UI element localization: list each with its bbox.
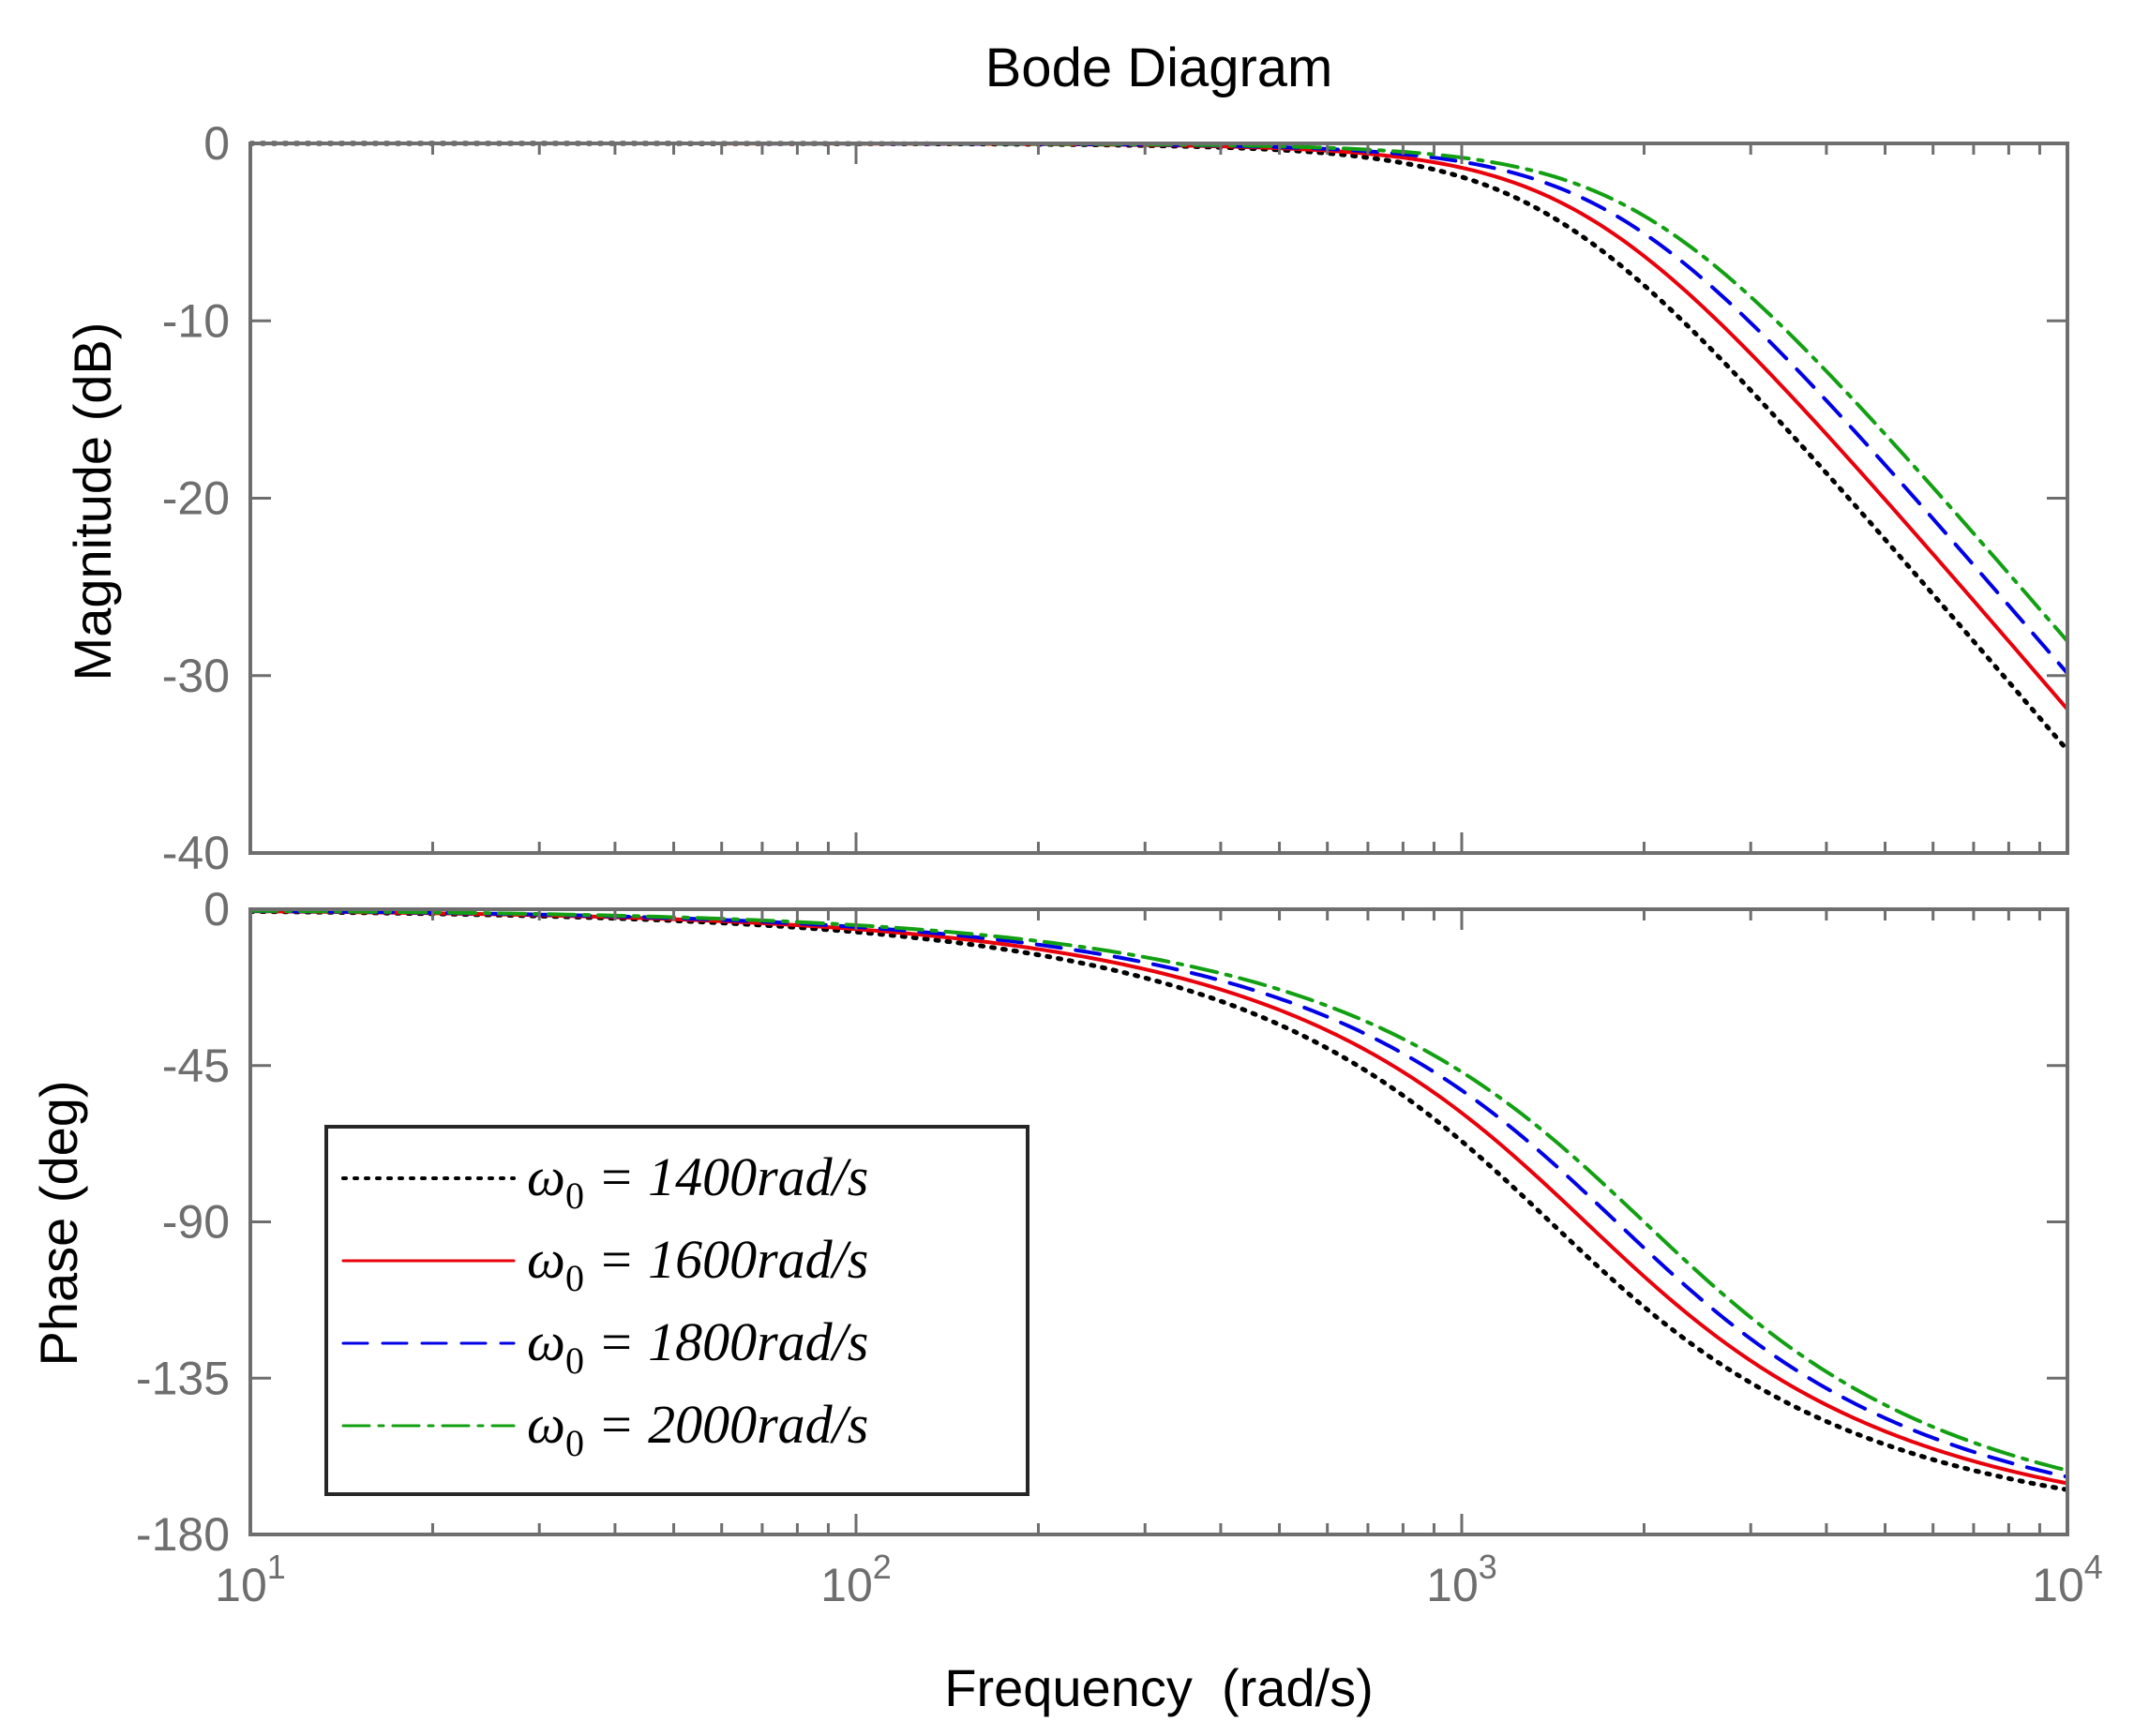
magnitude-axis-label: Magnitude (dB) xyxy=(63,322,122,681)
magnitude-plot: 0 -10 -20 -30 -40 xyxy=(162,117,2069,879)
phase-plot: 0 -45 -90 -135 -180 xyxy=(136,883,2069,1561)
x-tick-label: 103 xyxy=(1426,1548,1497,1611)
mag-curve-1400 xyxy=(250,141,2067,753)
phase-y-tick-label: -180 xyxy=(136,1508,230,1561)
mag-y-tick-label: -30 xyxy=(162,650,230,702)
x-tick-label: 104 xyxy=(2032,1548,2103,1611)
mag-axes-box xyxy=(248,142,2069,855)
legend: ω0 = 1400rad/s ω0 = 1600rad/s ω0 = 1800rad… xyxy=(324,1125,1029,1496)
frequency-axis-label: Frequency (rad/s) xyxy=(944,1658,1374,1717)
phase-y-tick-label: 0 xyxy=(203,883,230,935)
mag-y-tick-label: 0 xyxy=(203,117,230,170)
legend-label-1600: ω0 = 1600rad/s xyxy=(527,1229,868,1299)
phase-curve-2000 xyxy=(250,908,2067,1473)
chart-title: Bode Diagram xyxy=(985,37,1333,98)
phase-axis-label: Phase (deg) xyxy=(29,1080,88,1366)
legend-label-1800: ω0 = 1800rad/s xyxy=(527,1311,868,1382)
phase-y-tick-label: -45 xyxy=(162,1040,230,1092)
phase-y-tick-label: -90 xyxy=(162,1196,230,1249)
mag-y-tick-label: -20 xyxy=(162,472,230,525)
phase-curve-1800 xyxy=(250,908,2067,1479)
legend-box xyxy=(324,1125,1029,1496)
legend-label-1400: ω0 = 1400rad/s xyxy=(527,1146,868,1217)
mag-y-tick-label: -10 xyxy=(162,294,230,347)
mag-curve-2000 xyxy=(250,142,2067,644)
x-tick-label: 101 xyxy=(215,1548,286,1611)
x-tick-labels: 101 102 103 104 xyxy=(215,1548,2103,1611)
phase-y-tick-label: -135 xyxy=(136,1352,230,1404)
mag-curve-1600 xyxy=(250,142,2067,711)
x-tick-label: 102 xyxy=(820,1548,892,1611)
mag-curve-1800 xyxy=(250,142,2067,676)
mag-y-tick-label: -40 xyxy=(162,827,230,879)
legend-label-2000: ω0 = 2000rad/s xyxy=(527,1394,868,1464)
